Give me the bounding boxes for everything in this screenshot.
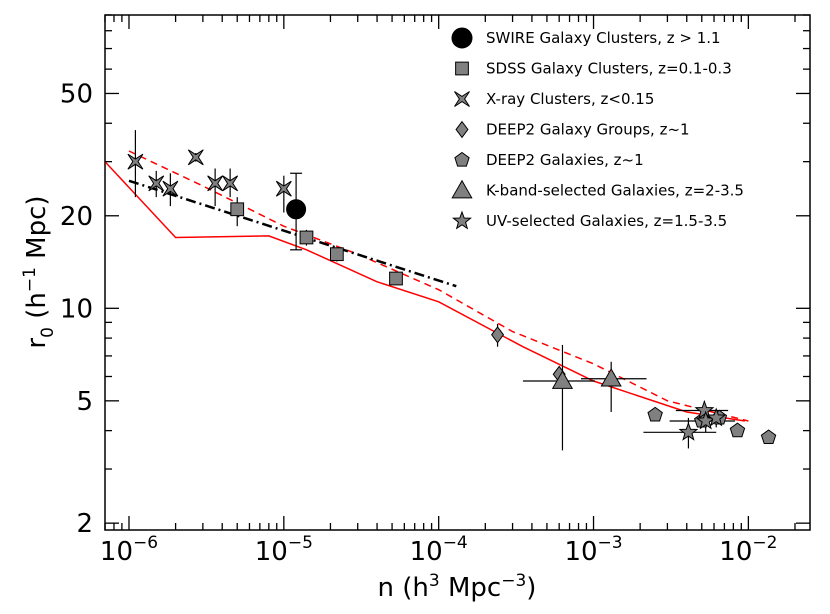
legend-marker-bowtie	[454, 91, 470, 107]
x-tick-label: 10−4	[410, 533, 468, 567]
point-bowtie	[222, 175, 239, 192]
x-tick-label: 10−2	[719, 533, 777, 567]
x-tick-label: 10−5	[255, 533, 313, 567]
model-line-solid	[105, 161, 746, 422]
model-lines	[105, 150, 749, 422]
point-bowtie	[187, 149, 204, 166]
legend-marker-pentagon	[454, 151, 470, 167]
y-tick-label: 20	[60, 202, 93, 232]
legend-marker-triangle	[451, 179, 473, 199]
x-axis-title: n (h3 Mpc−3)	[378, 571, 537, 603]
point-pentagon	[760, 429, 777, 444]
legend-label: K-band-selected Galaxies, z=2-3.5	[486, 182, 744, 200]
y-tick-label: 2	[76, 509, 93, 539]
y-tick-label: 10	[60, 294, 93, 324]
legend: SWIRE Galaxy Clusters, z > 1.1 SDSS Galax…	[451, 27, 744, 230]
legend-label: UV-selected Galaxies, z=1.5-3.5	[486, 212, 727, 230]
model-line-dashdot	[128, 179, 457, 288]
model-line-dashed	[128, 150, 749, 422]
axis-ticks	[104, 14, 810, 530]
point-circle	[286, 199, 307, 220]
point-star	[678, 421, 699, 441]
point-square	[299, 230, 314, 245]
legend-marker-square	[455, 61, 469, 76]
point-square	[329, 247, 344, 262]
x-tick-label: 10−3	[564, 533, 622, 567]
point-pentagon	[729, 422, 746, 438]
legend-label: SDSS Galaxy Clusters, z=0.1-0.3	[486, 60, 732, 78]
point-diamond	[491, 326, 505, 344]
point-bowtie	[127, 153, 144, 170]
legend-marker-star	[452, 210, 472, 230]
tick-labels: 10−6 10−5 10−4 10−3 10−2 2 5 10 20 50	[60, 79, 778, 567]
point-square	[389, 271, 403, 286]
point-bowtie	[275, 180, 292, 197]
data-points	[127, 149, 777, 444]
point-square	[230, 202, 245, 217]
legend-marker-diamond	[455, 120, 469, 139]
plot-frame	[104, 14, 811, 531]
point-pentagon	[647, 406, 663, 422]
y-tick-label: 50	[60, 79, 93, 109]
point-bowtie	[162, 180, 179, 197]
point-triangle	[551, 370, 574, 389]
y-axis-title: r0 (h−1 Mpc)	[20, 195, 58, 348]
legend-marker-circle	[451, 27, 473, 49]
point-star	[706, 407, 727, 427]
legend-label: X-ray Clusters, z<0.15	[486, 90, 654, 108]
legend-label: DEEP2 Galaxies, z~1	[486, 151, 644, 169]
point-bowtie	[148, 175, 165, 192]
y-tick-label: 5	[76, 387, 93, 417]
legend-label: DEEP2 Galaxy Groups, z~1	[486, 121, 690, 139]
legend-label: SWIRE Galaxy Clusters, z > 1.1	[486, 29, 721, 47]
x-tick-label: 10−6	[100, 533, 158, 567]
point-triangle	[600, 367, 622, 387]
